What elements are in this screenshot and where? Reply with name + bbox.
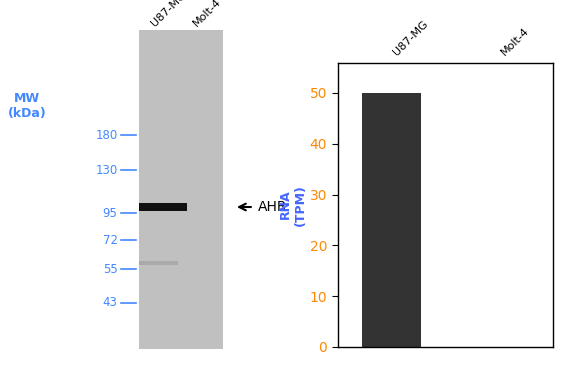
Text: AHR: AHR [258, 200, 288, 214]
Text: 180: 180 [95, 129, 118, 142]
Bar [139, 203, 187, 211]
Y-axis label: RNA
(TPM): RNA (TPM) [279, 184, 307, 226]
Text: 55: 55 [103, 263, 118, 276]
Text: 72: 72 [102, 234, 118, 247]
Text: Molt-4: Molt-4 [191, 0, 223, 28]
Bar [362, 93, 421, 347]
Text: 43: 43 [102, 296, 118, 309]
Bar [139, 30, 223, 349]
Text: MW
(kDa): MW (kDa) [8, 92, 46, 120]
Text: U87-MG: U87-MG [150, 0, 188, 28]
Text: 130: 130 [95, 164, 118, 177]
Bar [139, 261, 178, 265]
Text: 95: 95 [102, 207, 118, 220]
